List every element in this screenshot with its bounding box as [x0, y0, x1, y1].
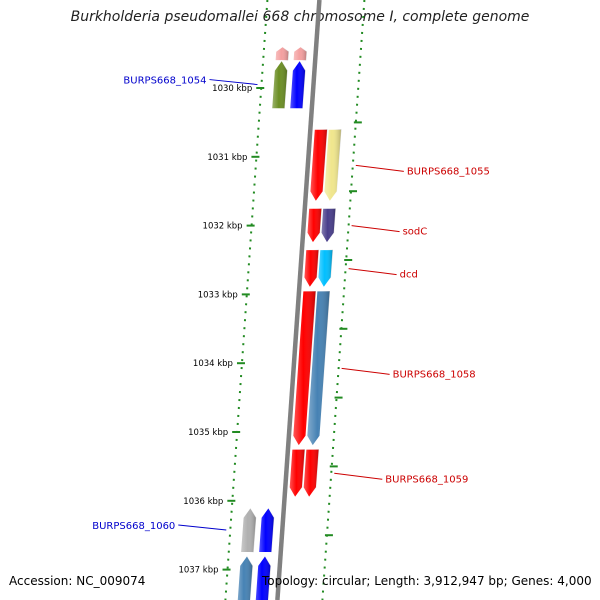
gene-arrow-BURPS668_1054-shading	[289, 60, 306, 109]
label-leader-line	[178, 524, 227, 531]
gene-label-BURPS668_1059[interactable]: BURPS668_1059	[385, 474, 468, 485]
gene-label-BURPS668_1060[interactable]: BURPS668_1060	[92, 521, 175, 532]
map-title: Burkholderia pseudomallei 668 chromosome…	[70, 9, 530, 25]
gene-cog-arrow-BURPS668_1058-shading	[306, 291, 330, 446]
gene-cog-arrow-BURPS668_1059-shading	[303, 449, 319, 498]
gene-arrow-sodC-shading	[307, 208, 322, 243]
ruler-tick-label: 1036 kbp	[183, 497, 223, 507]
gene-arrow-BURPS668_1058-shading	[292, 291, 316, 446]
gene-cog-arrow-dcd-shading	[318, 249, 333, 288]
gene-layer	[236, 46, 342, 600]
ruler-tick-label: 1033 kbp	[198, 290, 238, 300]
gene-arrow-dcd-shading	[304, 249, 319, 288]
accession-label: Accession: NC_009074	[9, 574, 146, 588]
chromosome-backbone	[275, 0, 322, 600]
label-leader-line	[341, 367, 390, 375]
label-leader-line	[334, 472, 383, 480]
ruler-tick-label: 1032 kbp	[203, 222, 243, 232]
gene-label-sodC[interactable]: sodC	[403, 227, 428, 238]
topology-label: Topology: circular; Length: 3,912,947 bp…	[262, 574, 592, 588]
gene-arrow-BURPS668_1060-shading	[258, 507, 275, 553]
ruler-tick-label: 1037 kbp	[178, 566, 218, 576]
gene-label-BURPS668_1058[interactable]: BURPS668_1058	[393, 369, 476, 380]
ruler-tick-label: 1030 kbp	[212, 84, 252, 94]
gene-cog-arrow-BURPS668_1055-shading	[324, 129, 342, 202]
gene-label-BURPS668_1054[interactable]: BURPS668_1054	[123, 76, 206, 87]
gene-cog-arrow-gene-bottom-a-shading	[237, 555, 253, 600]
label-leader-line	[351, 225, 400, 233]
label-leader-line	[355, 164, 404, 172]
gene-arrow-BURPS668_1055-shading	[310, 129, 328, 202]
gene-label-dcd[interactable]: dcd	[400, 270, 418, 281]
gene-labels: BURPS668_1054 BURPS668_1055 sodC dcd BURPS66…	[92, 76, 490, 532]
gene-arrow-BURPS668_1059-shading	[289, 449, 305, 498]
gene-cog-arrow-BURPS668_1060-shading	[240, 507, 257, 553]
ruler-ticks: 1030 kbp 1031 kbp 1032 kbp 1033 kbp 1034 kbp…	[178, 84, 362, 576]
gene-arrow-gene-top-a-shading	[293, 46, 307, 61]
gene-cog-arrow-sodC-shading	[321, 208, 336, 243]
label-leader-line	[209, 79, 258, 86]
ruler-tick-label: 1034 kbp	[193, 359, 233, 369]
gene-cog-arrow-BURPS668_1054-shading	[271, 60, 288, 109]
label-leader-line	[348, 268, 397, 276]
ruler-tick-label: 1035 kbp	[188, 428, 228, 438]
gene-cog-arrow-gene-top-a-shading	[275, 46, 289, 61]
backbone-layer	[275, 0, 322, 600]
gene-label-BURPS668_1055[interactable]: BURPS668_1055	[407, 166, 490, 177]
ruler-tick-label: 1031 kbp	[207, 153, 247, 163]
gene-arrow-gene-bottom-a-shading	[255, 555, 271, 600]
